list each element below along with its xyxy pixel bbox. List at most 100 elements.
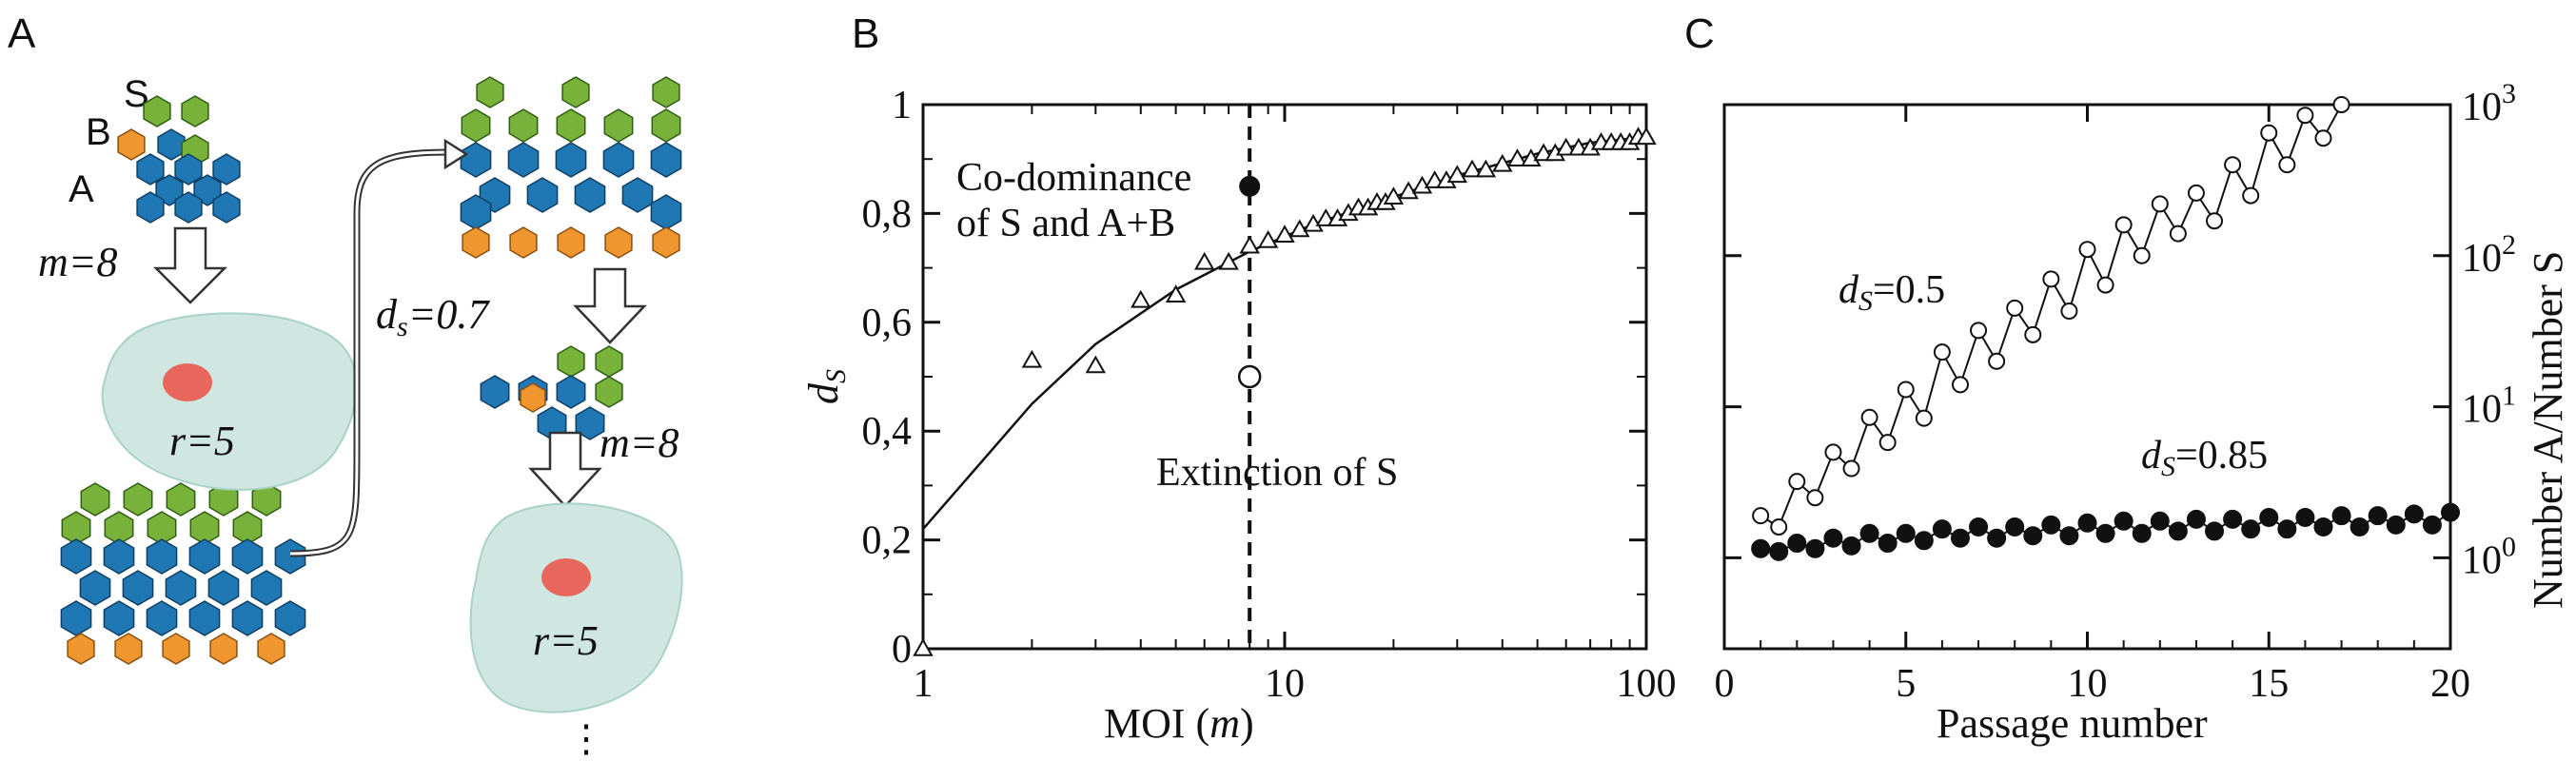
data-triangle — [1274, 224, 1295, 244]
virus-b-particle — [509, 226, 538, 259]
virus-a-particle — [575, 406, 605, 440]
virus-s-particle — [595, 345, 623, 378]
data-triangle — [1239, 235, 1260, 254]
host-cell-2 — [469, 502, 683, 713]
codominance-annotation-line2: of S and A+B — [956, 202, 1175, 245]
data-triangle — [1131, 289, 1151, 308]
series-ds05-point — [2169, 224, 2187, 243]
y-axis-title-c: Number A/Number S — [2525, 251, 2571, 609]
series-ds085-point — [1969, 517, 1989, 537]
virus-a-particle — [650, 142, 682, 178]
series-ds05-point — [2096, 276, 2114, 294]
series-ds05-point — [2278, 156, 2296, 174]
virus-a-particle — [212, 191, 241, 224]
virus-a-particle — [212, 153, 241, 185]
y-tick-label: 0,8 — [862, 192, 913, 236]
data-triangle — [1383, 186, 1405, 205]
virus-a-particle — [274, 600, 306, 636]
x-tick-label: 10 — [2068, 662, 2108, 706]
series-ds05-point — [1897, 380, 1915, 399]
virus-b-particle — [257, 633, 285, 665]
panel-c-marks — [1751, 96, 2460, 561]
series-ds05-point — [1824, 443, 1842, 461]
data-triangle — [1289, 219, 1310, 238]
y-tick-label: 1 — [892, 84, 912, 127]
virus-a-particle — [157, 128, 186, 161]
series-ds05-point — [2260, 124, 2278, 142]
data-triangle — [1398, 181, 1419, 200]
series-ds05-point — [2078, 241, 2096, 259]
virus-a-particle — [146, 538, 178, 575]
virus-b-particle — [652, 226, 680, 259]
panel-b: B 1 10 100 0 0,2 0,4 0,6 0,8 1 Co-dominance of S… — [800, 10, 1677, 747]
virus-s-particle — [461, 108, 491, 143]
panel-a: A S B A m=8 r=5 ds=0.7 m=8 r=5 ⋮ — [8, 10, 683, 760]
virus-b-particle — [604, 226, 633, 259]
replication-label-2: r=5 — [533, 617, 599, 664]
series-ds05-point — [1806, 489, 1824, 507]
virus-s-particle — [143, 95, 171, 127]
series-ds05-point — [1842, 459, 1860, 478]
series-ds05-point — [1878, 434, 1897, 452]
y-tick-label: 0,6 — [862, 302, 913, 345]
data-triangle — [1555, 137, 1577, 156]
virus-s-particle — [123, 482, 153, 517]
x-tick-label: 10 — [1265, 662, 1305, 706]
series-ds085-point — [2295, 507, 2315, 527]
series-ds085-point — [1932, 519, 1952, 539]
virus-s-particle — [595, 376, 623, 408]
series-ds05-point — [2314, 129, 2332, 147]
moi-label-2: m=8 — [600, 420, 678, 466]
series-ds085-point — [2132, 523, 2152, 543]
series-ds085-point — [1751, 538, 1771, 558]
series-ds05-point — [2042, 270, 2060, 288]
virus-a-particle — [188, 600, 221, 636]
series-ds085-point — [1769, 541, 1789, 561]
y-tick-label: 100 — [2462, 531, 2516, 582]
virus-a-particle — [122, 570, 154, 606]
virus-s-particle — [557, 345, 585, 378]
series-label-ds05: dS=0.5 — [1839, 268, 1945, 317]
virus-b-particle — [114, 633, 143, 665]
virus-s-particle — [508, 108, 539, 143]
series-ds085-point — [1950, 528, 1970, 548]
series-ds085-point — [2095, 523, 2115, 543]
series-ds05-point — [2060, 302, 2078, 321]
down-arrow-icon — [152, 226, 228, 304]
series-ds085-point — [2077, 513, 2097, 533]
data-triangle — [1475, 159, 1497, 178]
series-ds05-point — [2242, 186, 2260, 205]
series-ds085-point — [1987, 528, 2007, 548]
transfer-arrow-icon-inner — [289, 150, 448, 556]
series-ds085-point — [1805, 538, 1825, 558]
codominance-annotation-line1: Co-dominance — [956, 156, 1191, 200]
extinction-point — [1237, 364, 1262, 389]
series-label-ds085: dS=0.85 — [2141, 434, 2268, 482]
series-ds05-point — [2224, 156, 2242, 174]
panel-b-ticks: 1 10 100 0 0,2 0,4 0,6 0,8 1 — [862, 84, 1677, 706]
x-tick-label: 1 — [914, 662, 934, 706]
virus-a-particle — [231, 600, 264, 636]
panel-c: C 0 5 10 15 20 100 101 102 103 dS=0.5 dS=0.85 Pa… — [1684, 10, 2571, 747]
series-ds085-point — [2350, 517, 2370, 537]
y-tick-label: 0,4 — [862, 410, 913, 454]
virus-s-particle — [166, 482, 196, 517]
series-ds085-point — [1787, 534, 1807, 554]
x-tick-label: 20 — [2430, 662, 2470, 706]
series-ds085-point — [1841, 536, 1861, 556]
data-triangle — [1446, 165, 1468, 184]
virus-a-particle — [60, 538, 92, 575]
series-ds05-point — [1770, 517, 1788, 536]
virus-a-particle — [136, 191, 165, 224]
virus-s-particle — [652, 76, 680, 108]
data-triangle — [1636, 127, 1657, 146]
series-ds05-point — [2187, 184, 2205, 202]
panel-b-marks — [913, 105, 1657, 656]
label-a: A — [69, 168, 94, 210]
series-ds05-point — [1970, 322, 1988, 340]
down-arrow-2-icon — [573, 267, 647, 344]
data-triangle — [1085, 355, 1107, 374]
data-triangle — [1462, 159, 1483, 178]
virus-a-particle — [480, 375, 510, 409]
virus-a-particle — [574, 177, 606, 213]
